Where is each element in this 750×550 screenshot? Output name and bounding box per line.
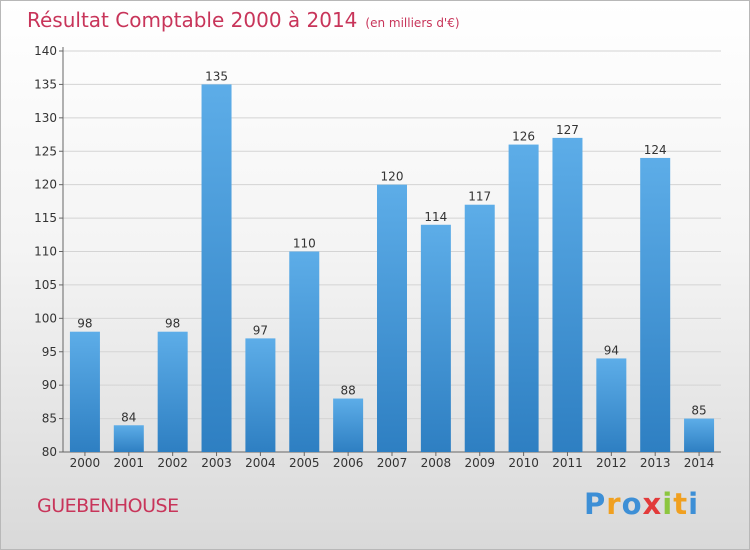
y-tick-label: 110: [34, 245, 57, 259]
bar-2007: [377, 184, 407, 452]
x-tick-labels: 2000 2001 2002 2003 2004 2005 2006 2007 2008 2009…: [70, 456, 715, 470]
proxiti-logo: Proxiti: [584, 487, 699, 521]
data-label-2012: 94: [604, 343, 619, 357]
bar-2004: [245, 338, 276, 452]
x-tick-label-2003: 2003: [201, 456, 232, 470]
data-labels: 98 84 98 135 97 110 88 120 114 117 126 127 94 124 85: [77, 69, 706, 424]
bar-2010: [508, 144, 539, 453]
x-tick-label-2000: 2000: [70, 456, 101, 470]
y-tick-label: 100: [34, 311, 57, 325]
bar-2011: [552, 137, 583, 452]
bar-2014: [684, 418, 715, 452]
y-tick-label: 120: [34, 178, 57, 192]
logo-letter: o: [621, 487, 643, 521]
bar-2006: [333, 398, 364, 452]
x-tick-label-2011: 2011: [552, 456, 583, 470]
logo-letter: t: [673, 487, 689, 521]
data-label-2013: 124: [644, 143, 667, 157]
bar-2003: [201, 84, 232, 453]
chart-title: Résultat Comptable 2000 à 2014 (en millie…: [27, 8, 460, 32]
data-label-2002: 98: [165, 317, 180, 331]
data-label-2010: 126: [512, 130, 535, 144]
y-tick-label: 80: [42, 445, 57, 459]
bar-2012: [596, 358, 627, 452]
y-tick-label: 135: [34, 77, 57, 91]
y-tick-label: 105: [34, 278, 57, 292]
y-tick-labels: 80 85 90 95 100 105 110 115 120 125 130 135 140: [34, 44, 57, 459]
bar-2013: [640, 157, 671, 452]
data-label-2008: 114: [424, 210, 447, 224]
bar-2001: [113, 425, 144, 452]
x-tick-label-2006: 2006: [333, 456, 364, 470]
x-tick-label-2002: 2002: [157, 456, 188, 470]
y-tick-label: 130: [34, 111, 57, 125]
x-tick-label-2010: 2010: [508, 456, 539, 470]
bar-2009: [464, 204, 495, 452]
logo-letter: i: [662, 487, 674, 521]
data-label-2007: 120: [381, 170, 404, 184]
x-tick-label-2007: 2007: [377, 456, 408, 470]
data-label-2000: 98: [77, 317, 92, 331]
commune-name: GUEBENHOUSE: [37, 495, 179, 517]
bar-2008: [420, 224, 451, 452]
data-label-2001: 84: [121, 410, 136, 424]
x-tick-label-2013: 2013: [640, 456, 671, 470]
y-tick-label: 140: [34, 44, 57, 58]
y-tick-label: 115: [34, 211, 57, 225]
chart-unit: (en milliers d'€): [365, 16, 460, 30]
bars: [69, 84, 715, 453]
x-tick-label-2009: 2009: [464, 456, 495, 470]
x-tick-label-2008: 2008: [421, 456, 452, 470]
bar-2005: [289, 251, 320, 452]
data-label-2004: 97: [253, 323, 268, 337]
x-tick-label-2005: 2005: [289, 456, 320, 470]
data-label-2006: 88: [340, 384, 355, 398]
y-tick-label: 125: [34, 144, 57, 158]
logo-letter: x: [642, 487, 663, 521]
y-tick-label: 90: [42, 378, 57, 392]
x-tick-label-2001: 2001: [114, 456, 145, 470]
y-tick-label: 95: [42, 345, 57, 359]
data-label-2009: 117: [468, 190, 491, 204]
bar-2000: [69, 331, 100, 452]
x-tick-label-2012: 2012: [596, 456, 627, 470]
logo-letter: P: [584, 487, 607, 521]
logo-letter: r: [606, 487, 622, 521]
y-tick-label: 85: [42, 412, 57, 426]
x-tick-label-2014: 2014: [684, 456, 715, 470]
chart-title-text: Résultat Comptable 2000 à 2014: [27, 8, 358, 32]
logo-letter: i: [688, 487, 700, 521]
data-label-2014: 85: [691, 404, 706, 418]
data-label-2005: 110: [293, 237, 316, 251]
bar-2002: [157, 331, 188, 452]
data-label-2003: 135: [205, 69, 228, 83]
x-tick-label-2004: 2004: [245, 456, 276, 470]
data-label-2011: 127: [556, 123, 579, 137]
